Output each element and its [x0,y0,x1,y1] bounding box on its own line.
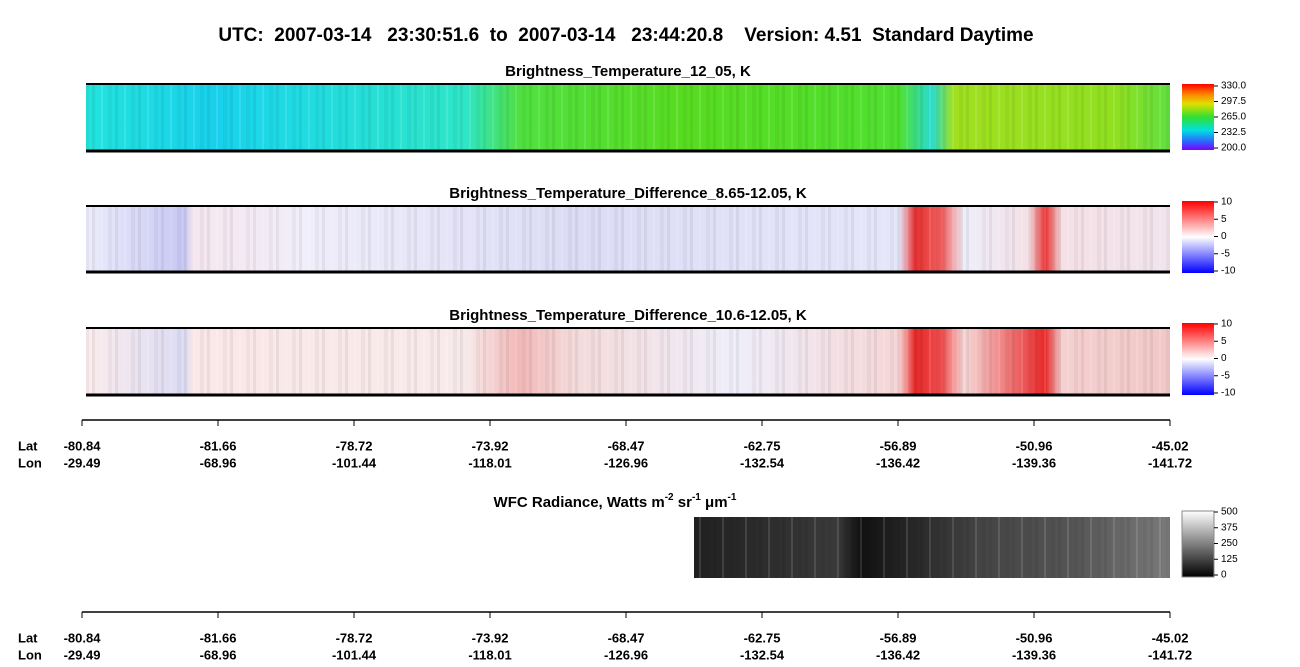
lon-value: -101.44 [332,647,377,662]
colorbar-tick-label: 125 [1221,554,1238,565]
panel-title: Brightness_Temperature_Difference_8.65-1… [449,185,807,202]
colorbar-tick-label: 265.0 [1221,112,1246,123]
lat-value: -68.47 [608,438,645,453]
panel-title: Brightness_Temperature_Difference_10.6-1… [449,307,807,324]
colorbar-tick-label: -5 [1221,248,1230,259]
colorbar-tick-label: 500 [1221,507,1238,518]
colorbar-tick-label: -5 [1221,370,1230,381]
colorbar-tick-label: 0 [1221,570,1227,581]
lat-value: -62.75 [744,438,781,453]
colorbar-tick-label: 0 [1221,353,1227,364]
page-title: UTC: 2007-03-14 23:30:51.6 to 2007-03-14… [218,25,1033,46]
lon-value: -126.96 [604,455,648,470]
lon-value: -136.42 [876,455,920,470]
swath-texture [86,84,1170,151]
lon-value: -101.44 [332,455,377,470]
lon-value: -29.49 [64,455,101,470]
lon-label: Lon [18,647,42,662]
colorbar [1182,201,1214,273]
lat-value: -73.92 [472,630,509,645]
superscript: -1 [692,492,701,503]
colorbar-tick-label: 297.5 [1221,96,1246,107]
colorbar-tick-label: 232.5 [1221,127,1246,138]
superscript: -2 [665,492,674,503]
lon-value: -136.42 [876,647,920,662]
lat-value: -56.89 [880,438,917,453]
lat-value: -68.47 [608,630,645,645]
colorbar-tick-label: 375 [1221,522,1238,533]
panel-title: Brightness_Temperature_12_05, K [505,63,751,80]
colorbar-tick-label: 5 [1221,336,1227,347]
lat-value: -80.84 [64,630,102,645]
lat-value: -45.02 [1152,438,1189,453]
lat-value: -80.84 [64,438,102,453]
superscript: -1 [728,492,737,503]
lon-value: -29.49 [64,647,101,662]
lat-value: -81.66 [200,438,237,453]
lon-value: -132.54 [740,455,785,470]
lat-value: -45.02 [1152,630,1189,645]
lon-value: -141.72 [1148,647,1192,662]
lat-value: -50.96 [1016,630,1053,645]
colorbar-tick-label: 10 [1221,197,1233,208]
lon-value: -118.01 [468,647,511,662]
lon-value: -139.36 [1012,455,1056,470]
lon-value: -118.01 [468,455,511,470]
title-part: μm [701,494,728,511]
lon-value: -68.96 [200,455,237,470]
colorbar-tick-label: 200.0 [1221,143,1246,154]
lon-value: -126.96 [604,647,648,662]
lat-label: Lat [18,630,38,645]
colorbar [1181,510,1215,578]
lat-value: -78.72 [336,438,373,453]
lat-label: Lat [18,438,38,453]
swath-texture [86,206,1170,272]
lat-value: -62.75 [744,630,781,645]
colorbar-tick-label: 250 [1221,538,1238,549]
title-part: sr [674,494,693,511]
colorbar-tick-label: -10 [1221,388,1236,399]
lat-value: -56.89 [880,630,917,645]
title-part: WFC Radiance, Watts m [494,494,665,511]
colorbar [1182,84,1214,150]
lat-value: -78.72 [336,630,373,645]
lon-label: Lon [18,455,42,470]
lon-value: -141.72 [1148,455,1192,470]
lat-value: -73.92 [472,438,509,453]
panel-title: WFC Radiance, Watts m-2 sr-1 μm-1 [494,492,737,511]
swath-texture [694,517,1170,578]
lon-value: -68.96 [200,647,237,662]
lat-value: -81.66 [200,630,237,645]
colorbar-tick-label: 330.0 [1221,81,1246,92]
colorbar-tick-label: -10 [1221,266,1236,277]
lat-value: -50.96 [1016,438,1053,453]
colorbar-tick-label: 5 [1221,214,1227,225]
swath-texture [86,328,1170,395]
colorbar-tick-label: 0 [1221,231,1227,242]
colorbar [1182,323,1214,395]
colorbar-tick-label: 10 [1221,319,1233,330]
lon-value: -139.36 [1012,647,1056,662]
lon-value: -132.54 [740,647,785,662]
